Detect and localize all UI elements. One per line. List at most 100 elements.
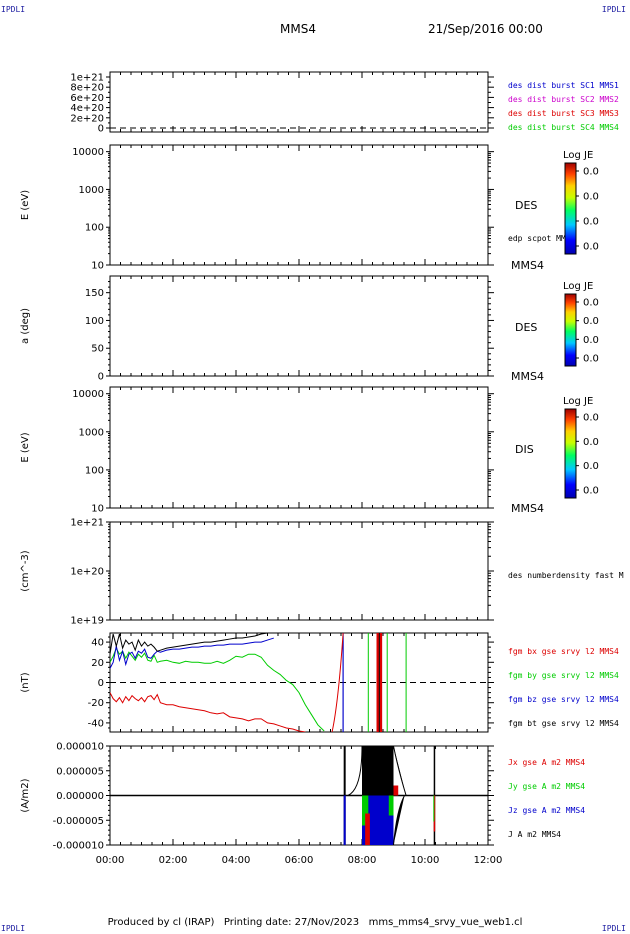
corner-label-top-left: IPDLI bbox=[1, 5, 26, 14]
series-line bbox=[110, 633, 268, 655]
y-tick-label: 6e+20 bbox=[70, 93, 104, 104]
panel-frame-3 bbox=[109, 275, 489, 377]
legend-entry: Jy gse A m2 MMS4 bbox=[508, 782, 585, 791]
y-axis-label: (nT) bbox=[20, 672, 31, 692]
legend-entry: fgm bz gse srvy l2 MMS4 bbox=[508, 695, 619, 704]
y-tick-label: 100 bbox=[85, 223, 104, 234]
colorbar bbox=[564, 162, 577, 255]
corner-label-bottom-right: IPDLI bbox=[601, 924, 626, 933]
y-tick-label: 0 bbox=[98, 372, 104, 383]
colorbar-tick-label: 0.0 bbox=[583, 298, 599, 309]
series-group bbox=[110, 633, 407, 732]
x-tick-label: 04:00 bbox=[222, 855, 251, 866]
burst-edge bbox=[393, 745, 407, 796]
x-tick-label: 12:00 bbox=[474, 855, 503, 866]
y-tick-label: 10000 bbox=[72, 389, 104, 400]
overlay-label: edp scpot MMS4 bbox=[508, 234, 576, 243]
y-tick-label: 20 bbox=[91, 658, 104, 669]
series-line bbox=[110, 646, 325, 732]
y-tick-label: 100 bbox=[85, 465, 104, 476]
y-axis-label: a (deg) bbox=[20, 308, 31, 344]
legend-entry: des dist burst SC1 MMS1 bbox=[508, 81, 619, 90]
series-line bbox=[110, 637, 274, 669]
colorbar-title: Log JE bbox=[563, 150, 593, 161]
corner-label-bottom-left: IPDLI bbox=[1, 924, 26, 933]
legend-entry: Jz gse A m2 MMS4 bbox=[508, 806, 585, 815]
date-title: 21/Sep/2016 00:00 bbox=[428, 22, 543, 36]
colorbar-tick-label: 0.0 bbox=[583, 217, 599, 228]
colorbar-tick-label: 0.0 bbox=[583, 354, 599, 365]
legend-entry: Jx gse A m2 MMS4 bbox=[508, 758, 585, 767]
y-tick-label: 2e+20 bbox=[70, 113, 104, 124]
colorbar-tick-label: 0.0 bbox=[583, 316, 599, 327]
burst-fill bbox=[393, 785, 399, 796]
colorbar-title: Log JE bbox=[563, 396, 593, 407]
y-tick-label: 10 bbox=[91, 504, 104, 515]
panel-frame-2 bbox=[109, 144, 489, 266]
y-tick-label: 50 bbox=[91, 344, 104, 355]
y-axis-label: E (eV) bbox=[20, 190, 31, 220]
y-tick-label: 0.000010 bbox=[56, 742, 104, 753]
instrument-label: DES bbox=[515, 321, 537, 334]
y-tick-label: 0 bbox=[98, 124, 104, 135]
y-axis-label: (cm^-3) bbox=[20, 550, 31, 591]
data-spike bbox=[331, 633, 344, 732]
burst-fill bbox=[388, 795, 394, 816]
y-tick-label: 10 bbox=[91, 261, 104, 272]
colorbar-tick-label: 0.0 bbox=[583, 335, 599, 346]
colorbar-tick-label: 0.0 bbox=[583, 437, 599, 448]
y-tick-label: 1e+21 bbox=[70, 518, 104, 529]
x-tick-label: 10:00 bbox=[411, 855, 440, 866]
y-tick-label: 1000 bbox=[79, 185, 104, 196]
x-tick-label: 02:00 bbox=[159, 855, 188, 866]
series-line bbox=[110, 692, 306, 732]
y-tick-label: -0.000010 bbox=[53, 841, 104, 852]
legend-entry: des dist burst SC2 MMS2 bbox=[508, 95, 619, 104]
spacecraft-label: MMS4 bbox=[511, 370, 544, 383]
colorbar-title: Log JE bbox=[563, 281, 593, 292]
burst-fill bbox=[362, 795, 369, 826]
colorbar-tick-label: 0.0 bbox=[583, 486, 599, 497]
legend-entry: fgm by gse srvy l2 MMS4 bbox=[508, 671, 619, 680]
colorbar-tick-label: 0.0 bbox=[583, 167, 599, 178]
panel-frame-5 bbox=[109, 521, 489, 621]
colorbar-tick-label: 0.0 bbox=[583, 413, 599, 424]
y-tick-label: 100 bbox=[85, 316, 104, 327]
y-tick-label: 0.000005 bbox=[56, 766, 104, 777]
instrument-label: DIS bbox=[515, 443, 534, 456]
corner-label-top-right: IPDLI bbox=[601, 5, 626, 14]
y-axis-label: (A/m2) bbox=[20, 778, 31, 812]
y-tick-label: 10000 bbox=[72, 147, 104, 158]
y-tick-label: 0.000000 bbox=[56, 791, 104, 802]
panel-frame-4 bbox=[109, 386, 489, 509]
legend-entry: fgm bx gse srvy l2 MMS4 bbox=[508, 647, 619, 656]
footer-credit: Produced by cl (IRAP) Printing date: 27/… bbox=[107, 917, 523, 928]
colorbar-tick-label: 0.0 bbox=[583, 461, 599, 472]
instrument-label: DES bbox=[515, 199, 537, 212]
y-tick-label: 4e+20 bbox=[70, 103, 104, 114]
colorbar bbox=[564, 293, 577, 367]
y-tick-label: -0.000005 bbox=[53, 816, 104, 827]
legend-entry: fgm bt gse srvy l2 MMS4 bbox=[508, 719, 619, 728]
legend-entry: des dist burst SC4 MMS4 bbox=[508, 123, 619, 132]
x-tick-label: 08:00 bbox=[348, 855, 377, 866]
x-tick-label: 06:00 bbox=[285, 855, 314, 866]
y-tick-label: -40 bbox=[88, 718, 104, 729]
y-tick-label: 0 bbox=[98, 678, 104, 689]
spacecraft-label: MMS4 bbox=[511, 502, 544, 515]
legend-entry: des numberdensity fast M bbox=[508, 571, 624, 580]
y-tick-label: 150 bbox=[85, 288, 104, 299]
y-tick-label: 1e+20 bbox=[70, 567, 104, 578]
y-tick-label: 1000 bbox=[79, 427, 104, 438]
burst-fill bbox=[365, 813, 370, 845]
legend-entry: J A m2 MMS4 bbox=[508, 830, 561, 839]
spacecraft-title: MMS4 bbox=[280, 22, 316, 36]
burst-fill bbox=[362, 746, 394, 796]
burst-edge bbox=[347, 745, 363, 796]
x-tick-label: 00:00 bbox=[96, 855, 125, 866]
y-tick-label: 40 bbox=[91, 638, 104, 649]
colorbar-tick-label: 0.0 bbox=[583, 242, 599, 253]
y-tick-label: 1e+21 bbox=[70, 73, 104, 84]
y-tick-label: 1e+19 bbox=[70, 616, 104, 627]
